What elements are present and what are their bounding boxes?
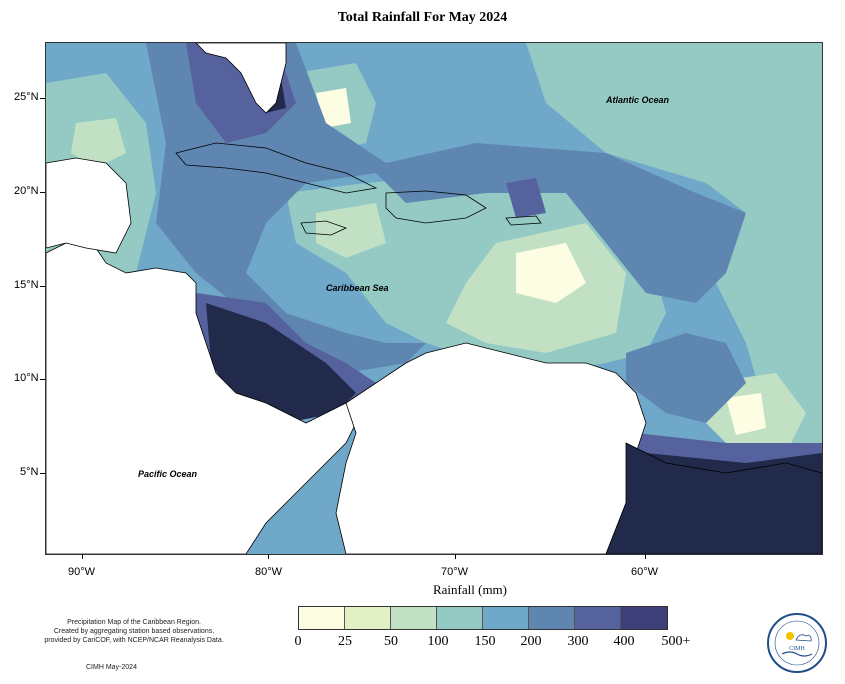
legend-swatch-6	[575, 607, 621, 629]
legend-tick-100: 100	[427, 634, 449, 649]
credit-text: Precipitation Map of the Caribbean Regio…	[14, 618, 254, 645]
legend-color-bar	[298, 606, 668, 630]
cimh-logo: CIMH	[767, 613, 827, 673]
legend-swatch-2	[391, 607, 437, 629]
land-central-america	[46, 242, 357, 554]
lon-tick-80	[268, 554, 269, 559]
land-cuba	[175, 142, 378, 194]
lat-label-5: 5°N	[20, 466, 39, 478]
lon-label-80: 80°W	[255, 566, 283, 578]
legend-tick-150: 150	[474, 634, 496, 649]
rainfall-zone-purple-3	[506, 178, 546, 218]
cloud-icon	[795, 634, 812, 642]
rainfall-zone-pale-4	[316, 203, 386, 258]
rainfall-zone-pale-2	[71, 118, 126, 168]
rainfall-zone-darkest-1	[206, 303, 356, 423]
legend-tick-50: 50	[384, 634, 398, 649]
rainfall-zone-min-3	[316, 88, 351, 128]
legend-swatch-3	[437, 607, 483, 629]
wave-icon	[781, 651, 813, 657]
rainfall-zone-min-2	[726, 393, 766, 435]
lon-label-90: 90°W	[68, 566, 96, 578]
legend-tick-300: 300	[567, 634, 589, 649]
legend-swatch-5	[529, 607, 575, 629]
lat-label-15: 15°N	[14, 279, 39, 291]
lat-tick-20	[40, 192, 45, 193]
legend-tick-25: 25	[338, 634, 352, 649]
legend-swatch-0	[299, 607, 345, 629]
rainfall-zone-darker-2	[626, 333, 746, 423]
land-south-america	[335, 342, 647, 554]
credit-date: CIMH May-2024	[86, 664, 137, 671]
lon-tick-90	[82, 554, 83, 559]
land-hispaniola	[385, 190, 487, 224]
credit-line-3: provided by CariCOF, with NCEP/NCAR Rean…	[44, 637, 224, 644]
sun-icon	[786, 632, 794, 640]
land-guianas	[605, 442, 822, 554]
credit-line-1: Precipitation Map of the Caribbean Regio…	[67, 619, 201, 626]
land-florida	[195, 43, 287, 114]
lon-tick-70	[455, 554, 456, 559]
lat-tick-5	[40, 473, 45, 474]
label-caribbean-sea: Caribbean Sea	[326, 283, 389, 293]
label-atlantic-ocean: Atlantic Ocean	[605, 95, 670, 105]
lon-tick-60	[645, 554, 646, 559]
land-yucatan	[46, 157, 132, 254]
lon-label-70: 70°W	[441, 566, 469, 578]
label-pacific-ocean: Pacific Ocean	[138, 469, 198, 479]
legend-tick-0: 0	[294, 634, 302, 649]
credit-line-2: Created by aggregating station based obs…	[53, 628, 215, 635]
lat-label-20: 20°N	[14, 185, 39, 197]
legend-tick-200: 200	[520, 634, 542, 649]
lat-tick-10	[40, 379, 45, 380]
rainfall-map: Atlantic Ocean Caribbean Sea Pacific Oce…	[45, 42, 823, 555]
land-jamaica	[300, 220, 348, 236]
lat-label-25: 25°N	[14, 91, 39, 103]
map-title: Total Rainfall For May 2024	[337, 10, 508, 25]
rainfall-map-svg: Atlantic Ocean Caribbean Sea Pacific Oce…	[46, 43, 822, 554]
legend-swatch-4	[483, 607, 529, 629]
rainfall-zone-min-1	[516, 243, 586, 303]
rainfall-zone-darker-1	[146, 43, 746, 373]
logo-text: CIMH	[789, 646, 805, 652]
lat-tick-25	[40, 98, 45, 99]
legend-xlabel: Rainfall (mm)	[432, 582, 507, 597]
legend-swatch-1	[345, 607, 391, 629]
legend-tick-500: 500+	[661, 634, 691, 649]
legend-tick-400: 400	[613, 634, 635, 649]
lon-label-60: 60°W	[631, 566, 659, 578]
lat-tick-15	[40, 286, 45, 287]
lat-label-10: 10°N	[14, 372, 39, 384]
land-puerto-rico	[505, 215, 542, 226]
rainfall-zone-light-ne	[526, 43, 822, 513]
legend-swatch-7	[621, 607, 667, 629]
